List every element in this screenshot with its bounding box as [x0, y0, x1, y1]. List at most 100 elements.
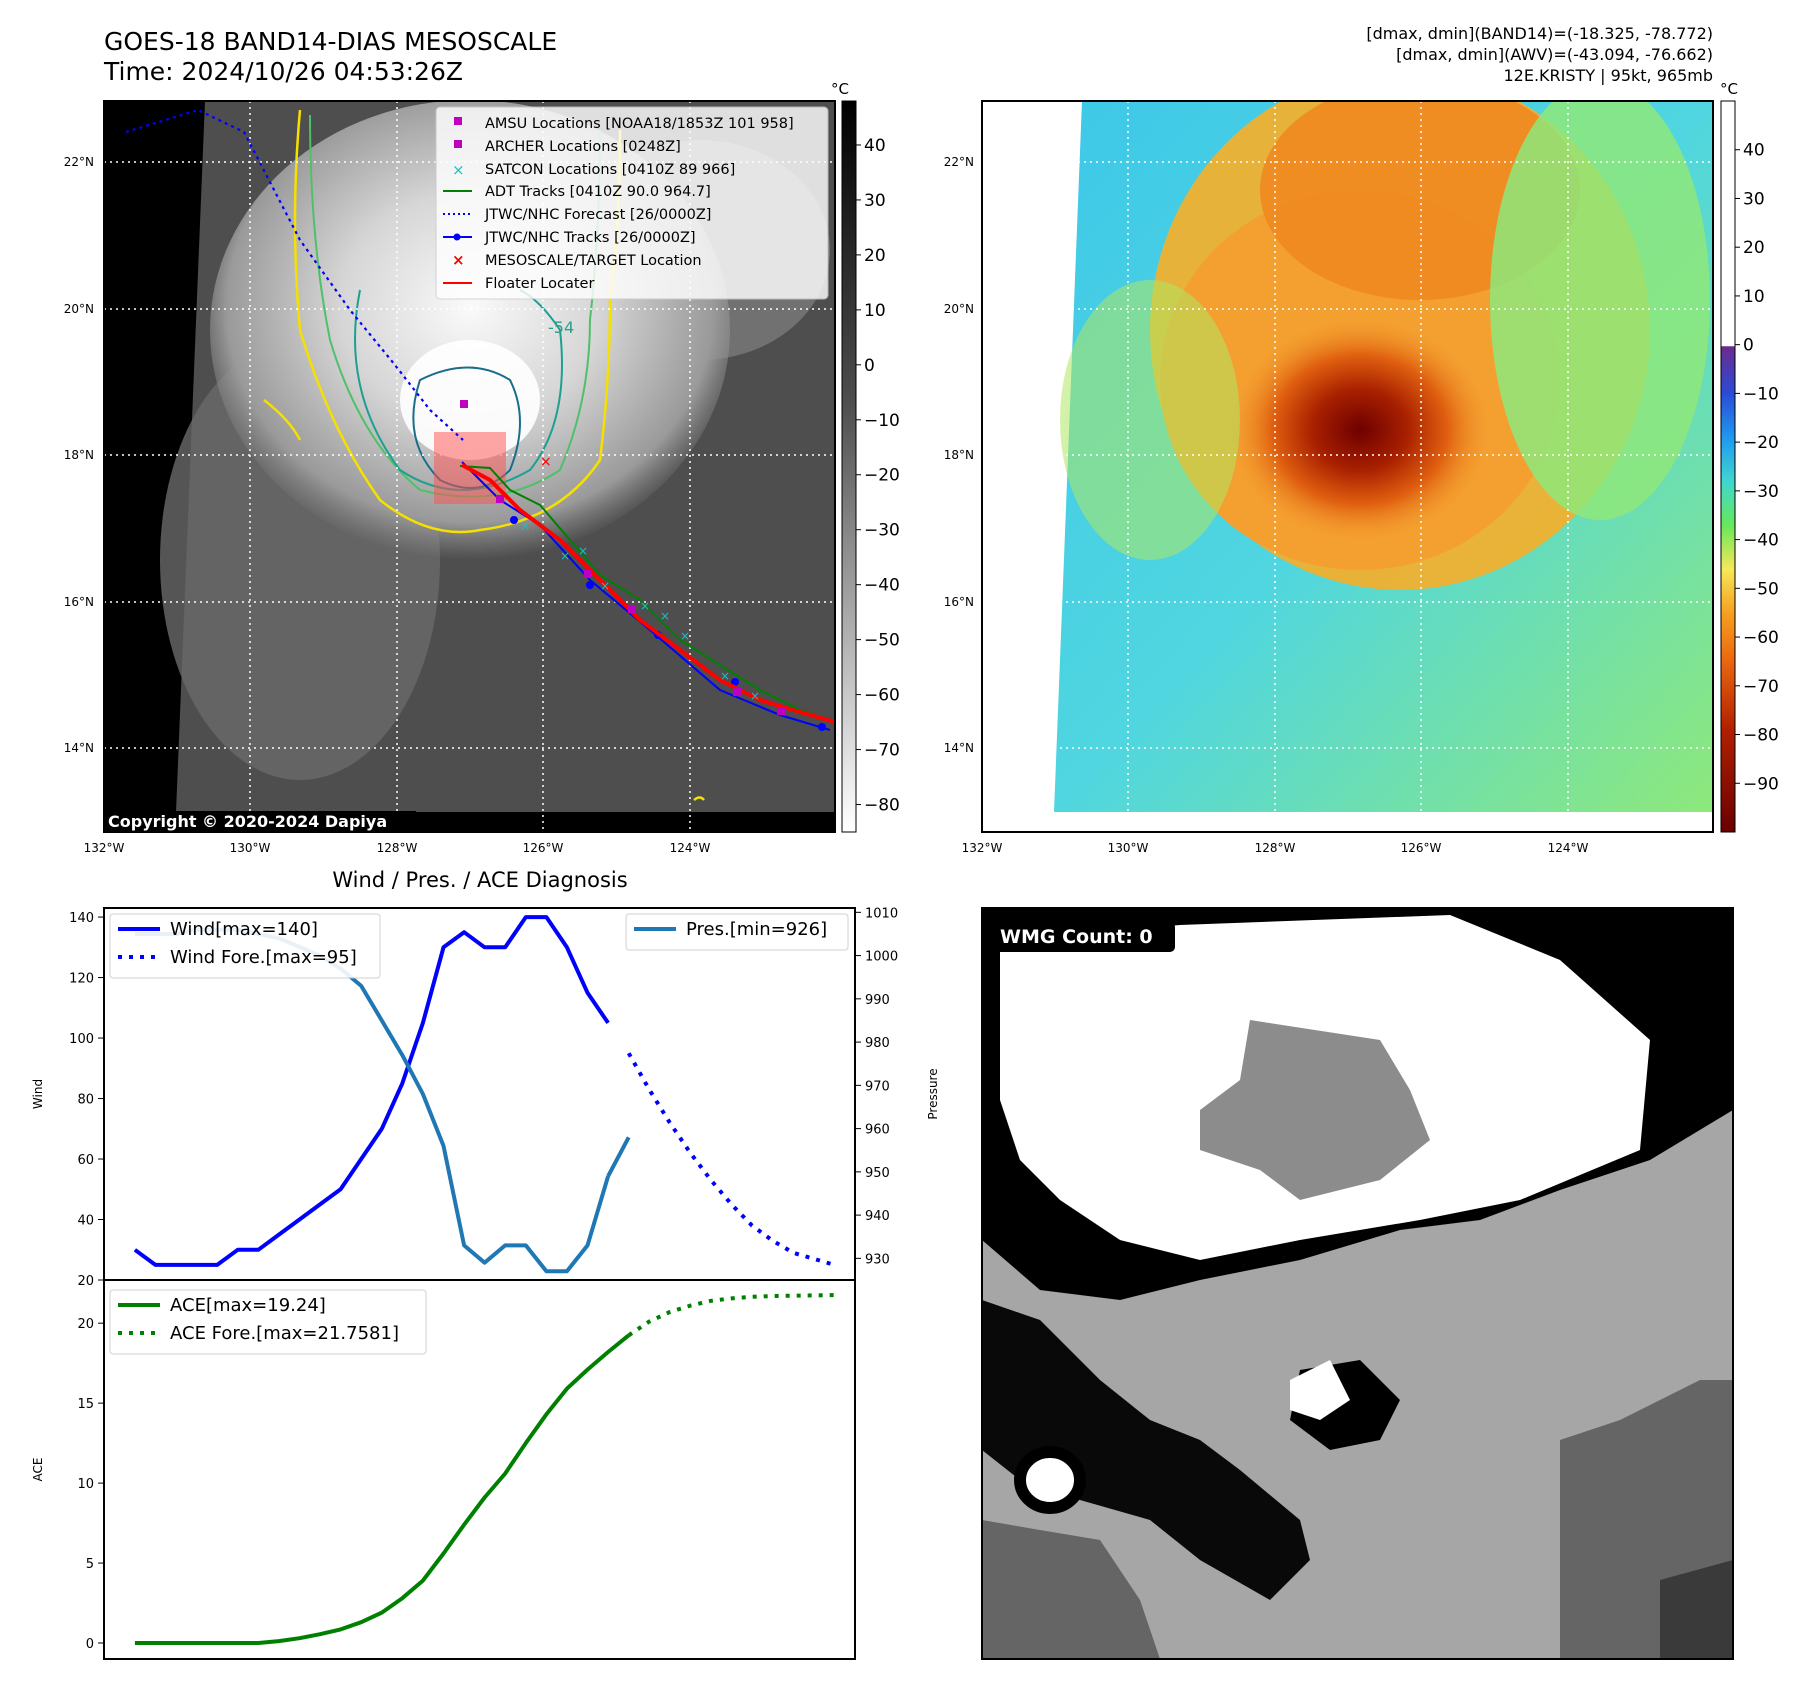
y-tick-label: 60 [77, 1153, 94, 1168]
legend-label: Wind[max=140] [170, 919, 318, 940]
chart-legend [625, 913, 849, 951]
svg-text:×: × [560, 549, 570, 563]
amsu-points [460, 400, 785, 715]
satcon-points: × × × × × × × × × [520, 519, 760, 703]
colorbar-tick-label: 40 [864, 136, 886, 156]
series-line [626, 1052, 835, 1267]
legend-forecast: JTWC/NHC Forecast [26/0000Z] [484, 207, 711, 223]
svg-text:18°N: 18°N [64, 448, 94, 462]
legend-floater: Floater Locater [485, 276, 594, 292]
colorbar-gray [841, 100, 857, 833]
colorbar-gray-unit: °C [831, 80, 849, 98]
legend-archer: ARCHER Locations [0248Z] [485, 139, 681, 155]
y-tick-label: 40 [77, 1214, 94, 1229]
svg-text:×: × [578, 544, 588, 558]
legend-target: MESOSCALE/TARGET Location [485, 253, 702, 269]
svg-text:×: × [660, 609, 670, 623]
wmg-frame [981, 907, 1734, 1660]
svg-text:130°W: 130°W [230, 841, 271, 855]
figure-time: Time: 2024/10/26 04:53:26Z [103, 57, 463, 86]
y-right-label: Pressure [926, 1068, 940, 1119]
y-tick-label: 140 [69, 911, 94, 926]
y-right-tick-label: 1000 [865, 950, 898, 965]
colorbar-tick-label: −50 [1743, 579, 1779, 599]
y-right-tick-label: 930 [865, 1252, 890, 1267]
y-right-tick-label: 950 [865, 1166, 890, 1181]
colorbar-tick-label: 30 [864, 191, 886, 211]
colorbar-tick-label: −20 [864, 466, 900, 486]
colorbar-tick-label: −80 [1743, 726, 1779, 746]
y-axis-label: ACE [31, 1458, 45, 1482]
colorbar-tick-label: 30 [1743, 189, 1765, 209]
colorbar-tick-label: −50 [864, 631, 900, 651]
jtwc-track [461, 461, 831, 731]
awv-lon-ticks: 132°W 130°W 128°W 126°W 124°W [962, 841, 1589, 855]
legend-amsu: AMSU Locations [NOAA18/1853Z 101 958] [485, 116, 794, 132]
svg-text:16°N: 16°N [64, 595, 94, 609]
y-right-tick-label: 940 [865, 1209, 890, 1224]
svg-text:14°N: 14°N [64, 741, 94, 755]
legend-archer-marker [454, 140, 462, 148]
target-points: × [540, 454, 552, 470]
ir-lat-ticks: 22°N 20°N 18°N 16°N 14°N [64, 155, 94, 755]
colorbar-tick-label: 0 [864, 356, 875, 376]
wmg-panel: WMG Count: 0 [982, 908, 1733, 1659]
svg-text:128°W: 128°W [377, 841, 418, 855]
series-line [134, 1333, 630, 1645]
colorbar-tick-label: 10 [864, 301, 886, 321]
adt-track [459, 465, 831, 721]
colorbar-tick-label: −70 [864, 741, 900, 761]
awv-core [1225, 315, 1495, 545]
y-tick-label: 20 [77, 1274, 94, 1289]
y-tick-label: 20 [77, 1317, 94, 1332]
ir-lon-ticks: 132°W 130°W 128°W 126°W 124°W [84, 841, 711, 855]
storm-info: 12E.KRISTY | 95kt, 965mb [1504, 66, 1714, 85]
colorbar-tick-label: −40 [1743, 531, 1779, 551]
colorbar-tick-label: −10 [864, 411, 900, 431]
colorbar-tick-label: −80 [864, 796, 900, 816]
svg-text:16°N: 16°N [944, 595, 974, 609]
chart-legend [109, 1289, 427, 1355]
colorbar-color-ticks: 40 30 20 10 0 −10 −20 −30 −40 −50 −60 −70 −80 −90 [1735, 141, 1779, 794]
svg-text:20°N: 20°N [64, 302, 94, 316]
svg-text:×: × [600, 579, 610, 593]
svg-text:18°N: 18°N [944, 448, 974, 462]
y-right-tick-label: 960 [865, 1123, 890, 1138]
svg-text:20°N: 20°N [944, 302, 974, 316]
series-line [627, 1293, 835, 1337]
contour-label: -54 [548, 318, 574, 337]
colorbar-tick-label: −30 [1743, 482, 1779, 502]
colorbar-color-unit: °C [1720, 80, 1738, 98]
legend-target-marker: × [452, 251, 465, 269]
svg-text:×: × [520, 519, 530, 533]
colorbar-tick-label: 0 [1743, 336, 1754, 356]
svg-text:×: × [680, 629, 690, 643]
svg-text:14°N: 14°N [944, 741, 974, 755]
legend-jtwc: JTWC/NHC Tracks [26/0000Z] [484, 230, 696, 246]
y-right-tick-label: 980 [865, 1036, 890, 1051]
copyright: Copyright © 2020-2024 Dapiya [108, 812, 387, 831]
contour-blue [412, 366, 521, 489]
legend-adt: ADT Tracks [0410Z 90.0 964.7] [485, 184, 711, 200]
svg-text:126°W: 126°W [523, 841, 564, 855]
svg-text:130°W: 130°W [1108, 841, 1149, 855]
colorbar-tick-label: −60 [1743, 628, 1779, 648]
diagnosis-title: Wind / Pres. / ACE Diagnosis [332, 868, 627, 892]
svg-text:132°W: 132°W [84, 841, 125, 855]
legend-label: ACE Fore.[max=21.7581] [170, 1323, 399, 1344]
svg-text:126°W: 126°W [1401, 841, 1442, 855]
awv-lat-ticks: 22°N 20°N 18°N 16°N 14°N [944, 155, 974, 755]
svg-text:22°N: 22°N [944, 155, 974, 169]
legend-label: Pres.[min=926] [686, 919, 827, 940]
y-tick-label: 15 [77, 1397, 94, 1412]
colorbar-tick-label: 20 [864, 246, 886, 266]
colorbar-tick-label: 40 [1743, 141, 1765, 161]
y-tick-label: 100 [69, 1032, 94, 1047]
svg-text:124°W: 124°W [1548, 841, 1589, 855]
colorbar-tick-label: −20 [1743, 433, 1779, 453]
y-right-tick-label: 1010 [865, 906, 898, 921]
colorbar-tick-label: 20 [1743, 238, 1765, 258]
svg-text:×: × [640, 599, 650, 613]
legend-label: Wind Fore.[max=95] [170, 947, 357, 968]
y-axis-label: Wind [31, 1079, 45, 1109]
